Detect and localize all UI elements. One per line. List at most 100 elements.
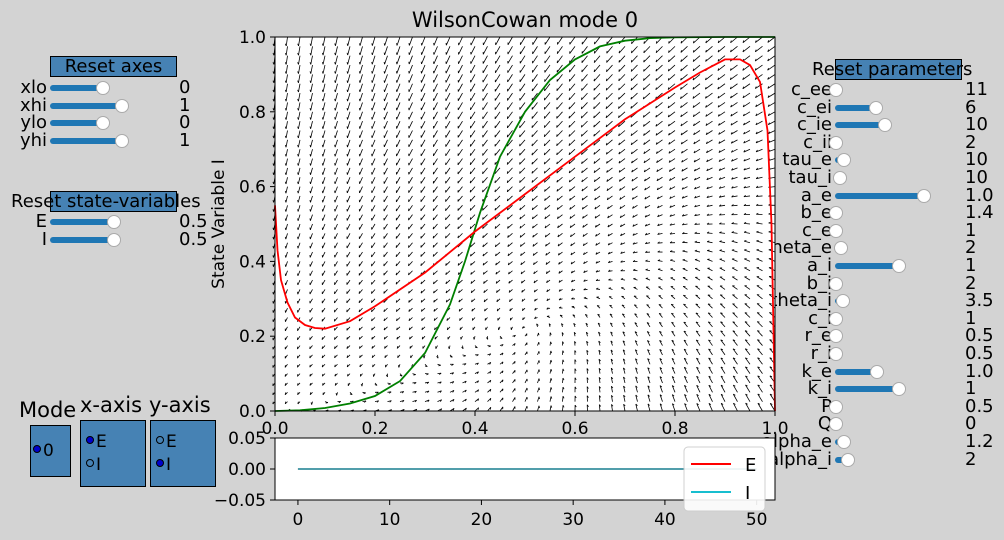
- slider-track[interactable]: [835, 368, 876, 375]
- vector-arrow: [744, 339, 751, 346]
- slider-track[interactable]: [835, 386, 898, 393]
- vector-arrowhead: [731, 213, 734, 216]
- vector-arrow: [670, 268, 676, 272]
- vector-arrowhead: [635, 349, 638, 352]
- legend: EI: [683, 446, 766, 512]
- slider-handle[interactable]: [829, 223, 843, 238]
- vector-arrow: [708, 385, 713, 393]
- y-axis-option-e[interactable]: E: [156, 433, 177, 451]
- slider-handle[interactable]: [917, 188, 932, 203]
- slider-handle[interactable]: [106, 215, 121, 229]
- slider-handle[interactable]: [878, 118, 893, 133]
- slider-handle[interactable]: [106, 233, 121, 247]
- vector-arrow: [334, 261, 338, 267]
- slider-handle[interactable]: [114, 98, 129, 113]
- slider-handle[interactable]: [829, 329, 843, 344]
- vector-arrow: [683, 358, 688, 365]
- vector-arrow: [680, 74, 688, 81]
- reset-axes-button[interactable]: Reset axes: [50, 56, 177, 77]
- vector-arrow: [606, 36, 613, 45]
- vector-arrow: [694, 268, 701, 272]
- slider-track[interactable]: [50, 120, 103, 126]
- vector-arrowhead: [346, 71, 349, 74]
- vector-arrowhead: [533, 280, 536, 284]
- slider-handle[interactable]: [868, 100, 883, 115]
- slider-track[interactable]: [835, 456, 848, 463]
- vector-arrowhead: [531, 161, 533, 165]
- slider-track[interactable]: [835, 263, 898, 269]
- slider-track[interactable]: [50, 219, 113, 225]
- vector-arrow: [297, 214, 301, 221]
- slider-handle[interactable]: [96, 81, 111, 95]
- y-axis-radio-group[interactable]: E I: [150, 420, 216, 487]
- slider-track[interactable]: [835, 122, 885, 129]
- vector-arrow: [705, 74, 713, 81]
- x-axis-radio-group[interactable]: E I: [80, 420, 146, 487]
- vector-arrow: [742, 36, 751, 43]
- vector-arrowhead: [757, 330, 760, 332]
- vector-arrow: [432, 195, 438, 202]
- vector-arrowhead: [744, 240, 747, 242]
- vector-arrowhead: [309, 181, 311, 185]
- slider-track[interactable]: [50, 102, 121, 109]
- vector-arrow: [470, 242, 476, 248]
- vector-arrow: [457, 139, 463, 147]
- mode-radio-group[interactable]: 0: [30, 425, 71, 477]
- vector-arrowhead: [684, 366, 687, 369]
- slider-track[interactable]: [50, 237, 113, 243]
- slider-handle[interactable]: [829, 347, 843, 361]
- slider-handle[interactable]: [836, 153, 851, 168]
- vector-arrow: [720, 375, 726, 384]
- vector-arrowhead: [309, 71, 312, 74]
- vector-arrowhead: [495, 253, 497, 257]
- vector-arrowhead: [272, 98, 275, 102]
- slider-handle[interactable]: [869, 364, 884, 379]
- slider-handle[interactable]: [832, 171, 847, 185]
- slider-handle[interactable]: [833, 241, 848, 256]
- vector-arrowhead: [644, 214, 647, 218]
- vector-arrow: [581, 83, 588, 91]
- slider-track[interactable]: [50, 85, 103, 91]
- vector-arrow: [470, 111, 476, 120]
- slider-handle[interactable]: [114, 133, 129, 148]
- vector-arrow: [606, 186, 613, 191]
- vector-arrowhead: [718, 186, 722, 189]
- slider-handle[interactable]: [829, 206, 843, 221]
- vector-arrowhead: [427, 390, 430, 394]
- vector-arrow: [719, 267, 726, 272]
- reset-state-variables-button[interactable]: Reset state-variables: [11, 191, 201, 212]
- slider-handle[interactable]: [836, 435, 851, 449]
- vector-arrowhead: [550, 396, 553, 399]
- slider-track[interactable]: [835, 104, 875, 111]
- slider-track[interactable]: [835, 192, 924, 199]
- vector-arrow: [346, 205, 351, 212]
- vector-arrow: [732, 384, 738, 393]
- vector-arrow: [519, 186, 526, 193]
- vector-arrow: [556, 148, 563, 156]
- vector-arrow: [581, 176, 588, 183]
- vector-arrow: [532, 214, 538, 220]
- slider-handle[interactable]: [841, 452, 856, 467]
- slider-handle[interactable]: [829, 83, 843, 97]
- slider-track[interactable]: [50, 137, 121, 144]
- vector-arrowhead: [668, 141, 671, 145]
- vector-arrow: [383, 195, 388, 203]
- slider-handle[interactable]: [829, 399, 843, 414]
- slider-handle[interactable]: [96, 116, 111, 130]
- x-axis-option-i[interactable]: I: [86, 456, 101, 474]
- vector-arrow: [756, 222, 763, 225]
- slider-handle[interactable]: [829, 417, 843, 432]
- x-axis-option-e[interactable]: E: [86, 433, 107, 451]
- slider-handle[interactable]: [829, 311, 843, 326]
- slider-handle[interactable]: [891, 382, 906, 397]
- slider-handle[interactable]: [829, 276, 843, 291]
- reset-parameters-button[interactable]: Reset parameters: [812, 59, 973, 80]
- mode-option-0[interactable]: 0: [33, 442, 54, 460]
- slider-handle[interactable]: [829, 135, 843, 150]
- slider-handle[interactable]: [891, 259, 906, 273]
- vector-arrow: [669, 223, 676, 226]
- slider-handle[interactable]: [835, 294, 850, 309]
- vector-arrow: [334, 177, 338, 184]
- vector-arrowhead: [755, 104, 758, 107]
- y-axis-option-i[interactable]: I: [156, 456, 171, 474]
